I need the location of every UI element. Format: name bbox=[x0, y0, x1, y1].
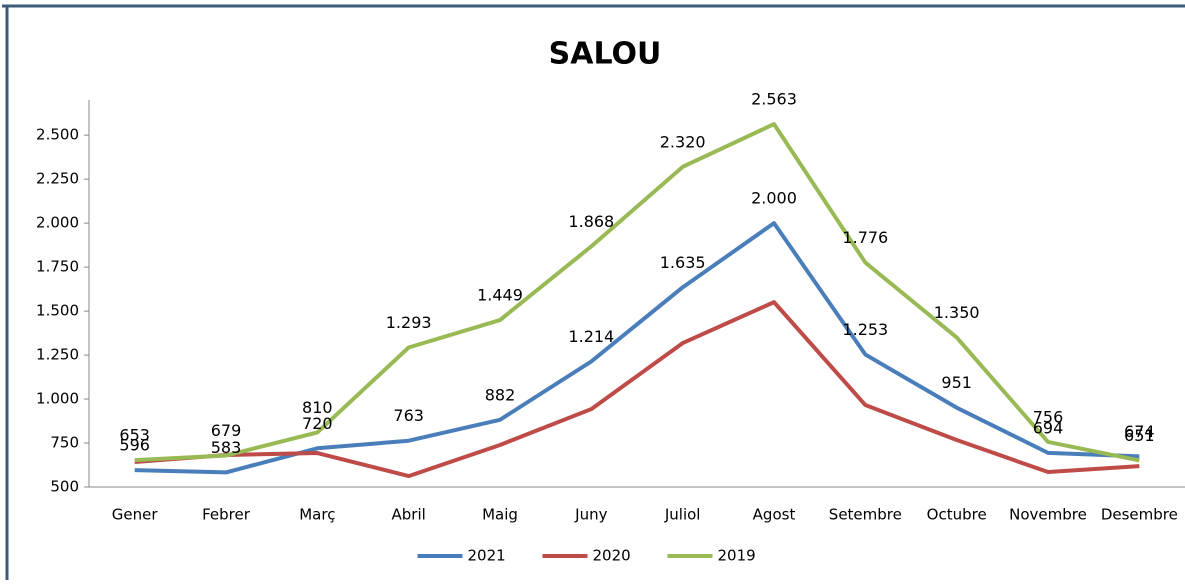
x-tick-label: Octubre bbox=[927, 506, 987, 524]
data-label: 951 bbox=[941, 373, 972, 392]
x-tick-label: Maig bbox=[482, 506, 518, 524]
y-tick-label: 1.750 bbox=[36, 258, 79, 276]
y-tick-label: 1.500 bbox=[36, 302, 79, 320]
data-label: 1.776 bbox=[842, 228, 888, 247]
data-label: 2.000 bbox=[751, 189, 797, 208]
line-series bbox=[134, 300, 1140, 479]
data-label: 694 bbox=[1033, 418, 1064, 437]
data-label: 882 bbox=[485, 385, 516, 404]
data-label: 756 bbox=[1033, 407, 1064, 426]
x-tick-label: Febrer bbox=[202, 506, 251, 524]
data-label: 651 bbox=[1124, 426, 1155, 445]
data-label: 674 bbox=[1124, 422, 1155, 441]
x-tick-label: Novembre bbox=[1009, 506, 1087, 524]
data-label: 653 bbox=[119, 426, 150, 445]
y-tick-label: 2.500 bbox=[36, 126, 79, 144]
x-tick-label: Setembre bbox=[829, 506, 902, 524]
data-label: 1.449 bbox=[477, 286, 523, 305]
data-label: 1.214 bbox=[568, 327, 614, 346]
y-tick-label: 2.000 bbox=[36, 214, 79, 232]
x-tick-label: Juliol bbox=[664, 506, 701, 524]
x-tick-label: Març bbox=[299, 506, 335, 524]
chart-title: SALOU bbox=[549, 37, 662, 72]
y-tick-label: 1.250 bbox=[36, 346, 79, 364]
y-tick-label: 500 bbox=[50, 478, 79, 496]
data-label: 1.253 bbox=[842, 320, 888, 339]
x-tick-label: Desembre bbox=[1101, 506, 1178, 524]
line-series bbox=[134, 122, 1140, 463]
data-label: 1.350 bbox=[934, 303, 980, 322]
y-tick-label: 750 bbox=[50, 434, 79, 452]
data-label: 583 bbox=[211, 438, 242, 457]
data-label: 810 bbox=[302, 398, 333, 417]
y-tick-label: 2.250 bbox=[36, 170, 79, 188]
legend-label: 2019 bbox=[718, 547, 756, 565]
data-label: 763 bbox=[393, 406, 424, 425]
x-tick-label: Juny bbox=[574, 506, 607, 524]
data-label: 2.320 bbox=[660, 132, 706, 151]
data-label: 1.868 bbox=[568, 212, 614, 231]
x-tick-label: Gener bbox=[112, 506, 159, 524]
data-label: 596 bbox=[119, 436, 150, 455]
x-tick-label: Agost bbox=[753, 506, 796, 524]
data-label: 2.563 bbox=[751, 90, 797, 109]
y-tick-label: 1.000 bbox=[36, 390, 79, 408]
legend-label: 2021 bbox=[468, 547, 506, 565]
data-label: 1.293 bbox=[386, 313, 432, 332]
data-label: 1.635 bbox=[660, 253, 706, 272]
x-tick-label: Abril bbox=[392, 506, 426, 524]
data-label: 720 bbox=[302, 414, 333, 433]
data-label: 679 bbox=[211, 421, 242, 440]
legend-label: 2020 bbox=[593, 547, 631, 565]
